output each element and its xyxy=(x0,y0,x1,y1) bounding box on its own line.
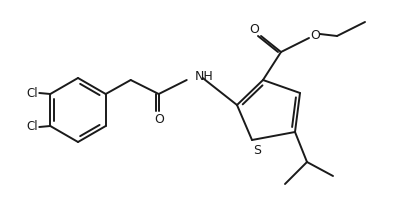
Text: Cl: Cl xyxy=(26,87,38,99)
Text: O: O xyxy=(309,28,319,41)
Text: O: O xyxy=(249,22,258,35)
Text: Cl: Cl xyxy=(26,121,38,133)
Text: O: O xyxy=(154,112,163,125)
Text: NH: NH xyxy=(194,69,213,82)
Text: S: S xyxy=(252,144,260,157)
